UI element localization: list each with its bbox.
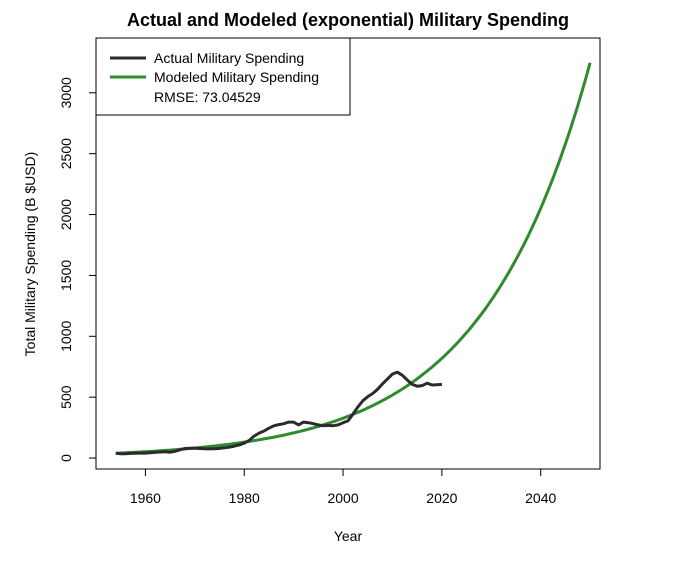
y-tick-label: 0 bbox=[58, 454, 74, 462]
x-axis-label: Year bbox=[334, 528, 363, 544]
y-axis: 0 500 1000 1500 2000 2500 3000 bbox=[58, 77, 97, 462]
actual-series-line bbox=[115, 370, 442, 456]
y-tick-label: 2500 bbox=[58, 138, 74, 169]
modeled-series-line bbox=[115, 62, 592, 455]
series-layer bbox=[115, 62, 592, 456]
x-tick-label: 2000 bbox=[327, 490, 358, 506]
x-tick-label: 2020 bbox=[426, 490, 457, 506]
y-tick-label: 2000 bbox=[58, 199, 74, 230]
y-tick-label: 500 bbox=[58, 385, 74, 409]
y-axis-label: Total Military Spending (B $USD) bbox=[22, 152, 38, 357]
legend: Actual Military Spending Modeled Militar… bbox=[95, 37, 351, 116]
legend-rmse: RMSE: 73.04529 bbox=[154, 89, 261, 105]
x-tick-label: 1960 bbox=[130, 490, 161, 506]
legend-label-modeled: Modeled Military Spending bbox=[154, 69, 319, 85]
x-axis: 1960 1980 2000 2020 2040 bbox=[130, 468, 556, 506]
x-tick-label: 1980 bbox=[229, 490, 260, 506]
y-tick-label: 1500 bbox=[58, 260, 74, 291]
y-tick-label: 3000 bbox=[58, 77, 74, 108]
x-tick-label: 2040 bbox=[525, 490, 556, 506]
y-tick-label: 1000 bbox=[58, 321, 74, 352]
chart-title: Actual and Modeled (exponential) Militar… bbox=[127, 10, 569, 30]
legend-label-actual: Actual Military Spending bbox=[154, 50, 304, 66]
